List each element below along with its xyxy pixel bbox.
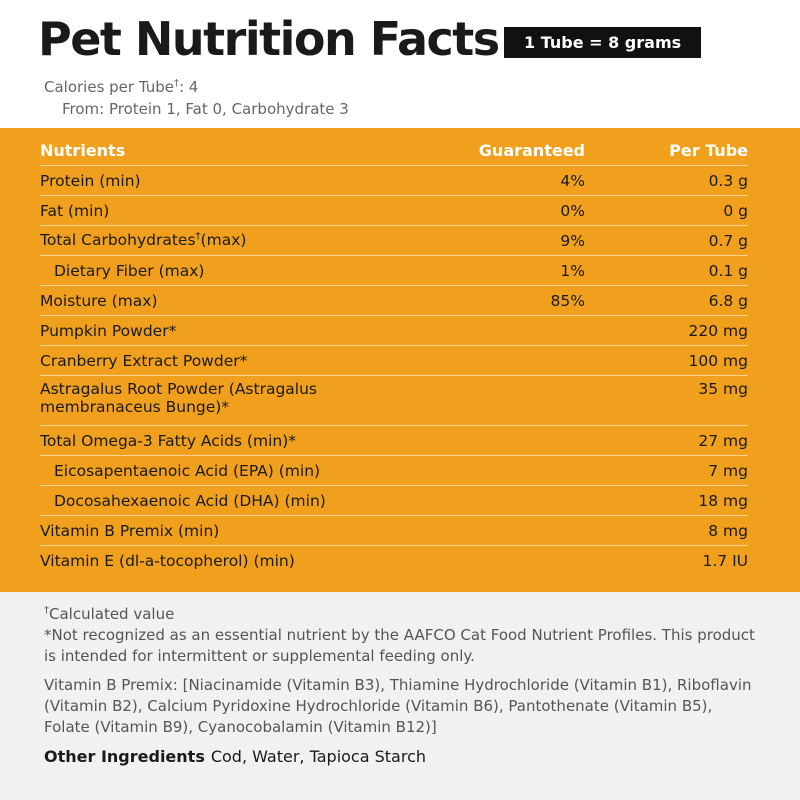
guaranteed-cell xyxy=(454,375,585,426)
nutrient-name: Fat (min) xyxy=(40,195,454,226)
guaranteed-cell xyxy=(454,515,585,546)
per-tube: 6.8 g xyxy=(585,285,748,316)
per-tube: 0.7 g xyxy=(585,225,748,256)
guaranteed-cell xyxy=(454,315,585,346)
guaranteed-cell: 9% xyxy=(454,225,585,256)
title: Pet Nutrition Facts xyxy=(38,12,500,66)
per-tube: 7 mg xyxy=(585,455,748,486)
name-text: Moisture (max) xyxy=(40,291,158,310)
calories: Calories per Tube†: 4 xyxy=(44,78,198,96)
guaranteed: 1% xyxy=(560,261,585,280)
dagger: † xyxy=(173,78,179,89)
guaranteed-cell: 0% xyxy=(454,195,585,226)
other-ingredients: Other Ingredients Cod, Water, Tapioca Sta… xyxy=(44,746,756,767)
name-text: Pumpkin Powder* xyxy=(40,321,177,340)
name-text: Dietary Fiber (max) xyxy=(54,261,205,280)
nutrient-band: Nutrients Guaranteed Per Tube Protein (m… xyxy=(0,128,800,592)
per-tube: 0.1 g xyxy=(585,255,748,286)
per-tube: 100 mg xyxy=(585,345,748,376)
footnotes: †Calculated value *Not recognized as an e… xyxy=(0,592,800,767)
nutrient-name: Moisture (max) xyxy=(40,285,454,316)
guaranteed: 85% xyxy=(550,291,585,310)
name-qualifier: (max) xyxy=(200,231,247,250)
guaranteed-cell: 1% xyxy=(454,255,585,286)
name-text: Astragalus Root Powder (Astragalus membr… xyxy=(40,380,317,416)
nutrient-name: Eicosapentaenoic Acid (EPA) (min) xyxy=(40,455,454,486)
guaranteed: 0% xyxy=(560,201,585,220)
guaranteed-cell xyxy=(454,455,585,486)
nutrient-row: Pumpkin Powder* 220 mg xyxy=(40,315,748,346)
nutrient-row: Astragalus Root Powder (Astragalus membr… xyxy=(40,375,748,426)
serving-badge: 1 Tube = 8 grams xyxy=(504,27,702,58)
name-text: Vitamin B Premix (min) xyxy=(40,521,220,540)
nutrient-name: Total Omega-3 Fatty Acids (min)* xyxy=(40,425,454,456)
per-tube: 18 mg xyxy=(585,485,748,516)
nutrient-row: Fat (min) 0% 0 g xyxy=(40,195,748,226)
per-tube: 0.3 g xyxy=(585,165,748,196)
per-tube: 220 mg xyxy=(585,315,748,346)
dagger: † xyxy=(195,231,201,243)
nutrient-row: Eicosapentaenoic Acid (EPA) (min) 7 mg xyxy=(40,455,748,486)
nutrient-row: Vitamin E (dl-a-tocopherol) (min) 1.7 IU xyxy=(40,546,748,576)
guaranteed-cell: 85% xyxy=(454,285,585,316)
nutrient-name: Total Carbohydrates†(max) xyxy=(40,225,454,256)
dagger: † xyxy=(44,605,49,616)
nutrient-name: Dietary Fiber (max) xyxy=(40,255,454,286)
name-text: Total Carbohydrates xyxy=(40,231,196,250)
column-header: Per Tube xyxy=(585,136,748,166)
name-text: Protein (min) xyxy=(40,171,141,190)
footnote: *Not recognized as an essential nutrient… xyxy=(44,626,755,665)
other-label: Other Ingredients xyxy=(44,747,205,766)
nutrient-row: Total Carbohydrates†(max) 9% 0.7 g xyxy=(40,225,748,256)
nutrient-name: Vitamin E (dl-a-tocopherol) (min) xyxy=(40,546,454,576)
nutrient-row: Dietary Fiber (max) 1% 0.1 g xyxy=(40,255,748,286)
footnote: Calculated value xyxy=(49,605,175,623)
guaranteed-cell xyxy=(454,425,585,456)
nutrient-row: Cranberry Extract Powder* 100 mg xyxy=(40,345,748,376)
guaranteed-cell xyxy=(454,345,585,376)
name-text: Docosahexaenoic Acid (DHA) (min) xyxy=(54,491,326,510)
per-tube: 35 mg xyxy=(585,375,748,426)
nutrient-name: Pumpkin Powder* xyxy=(40,315,454,346)
nutrient-name: Protein (min) xyxy=(40,165,454,196)
name-text: Fat (min) xyxy=(40,201,110,220)
nutrient-table: Nutrients Guaranteed Per Tube Protein (m… xyxy=(40,136,748,575)
nutrient-row: Protein (min) 4% 0.3 g xyxy=(40,165,748,196)
per-tube: 8 mg xyxy=(585,515,748,546)
per-tube: 27 mg xyxy=(585,425,748,456)
name-text: Vitamin E (dl-a-tocopherol) (min) xyxy=(40,551,295,570)
other-list: Cod, Water, Tapioca Starch xyxy=(210,747,427,766)
calories-from: From: Protein 1, Fat 0, Carbohydrate 3 xyxy=(62,100,349,118)
nutrient-row: Moisture (max) 85% 6.8 g xyxy=(40,285,748,316)
nutrient-row: Vitamin B Premix (min) 8 mg xyxy=(40,515,748,546)
nutrient-name: Vitamin B Premix (min) xyxy=(40,515,454,546)
nutrient-name: Cranberry Extract Powder* xyxy=(40,345,454,376)
name-text: Eicosapentaenoic Acid (EPA) (min) xyxy=(54,461,321,480)
guaranteed-cell xyxy=(454,546,585,576)
per-tube: 1.7 IU xyxy=(702,551,749,570)
name-text: Total Omega-3 Fatty Acids (min)* xyxy=(40,431,296,450)
per-tube: 0 g xyxy=(585,195,748,226)
calories-value: : 4 xyxy=(178,78,199,96)
nutrient-name: Docosahexaenoic Acid (DHA) (min) xyxy=(40,485,454,516)
nutrient-row: Docosahexaenoic Acid (DHA) (min) 18 mg xyxy=(40,485,748,516)
header: Pet Nutrition Facts 1 Tube = 8 grams Cal… xyxy=(0,0,800,128)
header-row: Nutrients Guaranteed Per Tube xyxy=(40,136,748,166)
guaranteed: 9% xyxy=(560,231,585,250)
nutrient-row: Total Omega-3 Fatty Acids (min)* 27 mg xyxy=(40,425,748,456)
premix-note: Vitamin B Premix: [Niacinamide (Vitamin … xyxy=(44,676,752,736)
guaranteed-cell: 4% xyxy=(454,165,585,196)
calories-label: Calories per Tube xyxy=(44,78,174,96)
column-header: Guaranteed xyxy=(454,136,585,166)
guaranteed: 4% xyxy=(560,171,585,190)
column-header: Nutrients xyxy=(40,136,454,166)
guaranteed-cell xyxy=(454,485,585,516)
nutrient-name: Astragalus Root Powder (Astragalus membr… xyxy=(40,375,454,426)
name-text: Cranberry Extract Powder* xyxy=(40,351,248,370)
